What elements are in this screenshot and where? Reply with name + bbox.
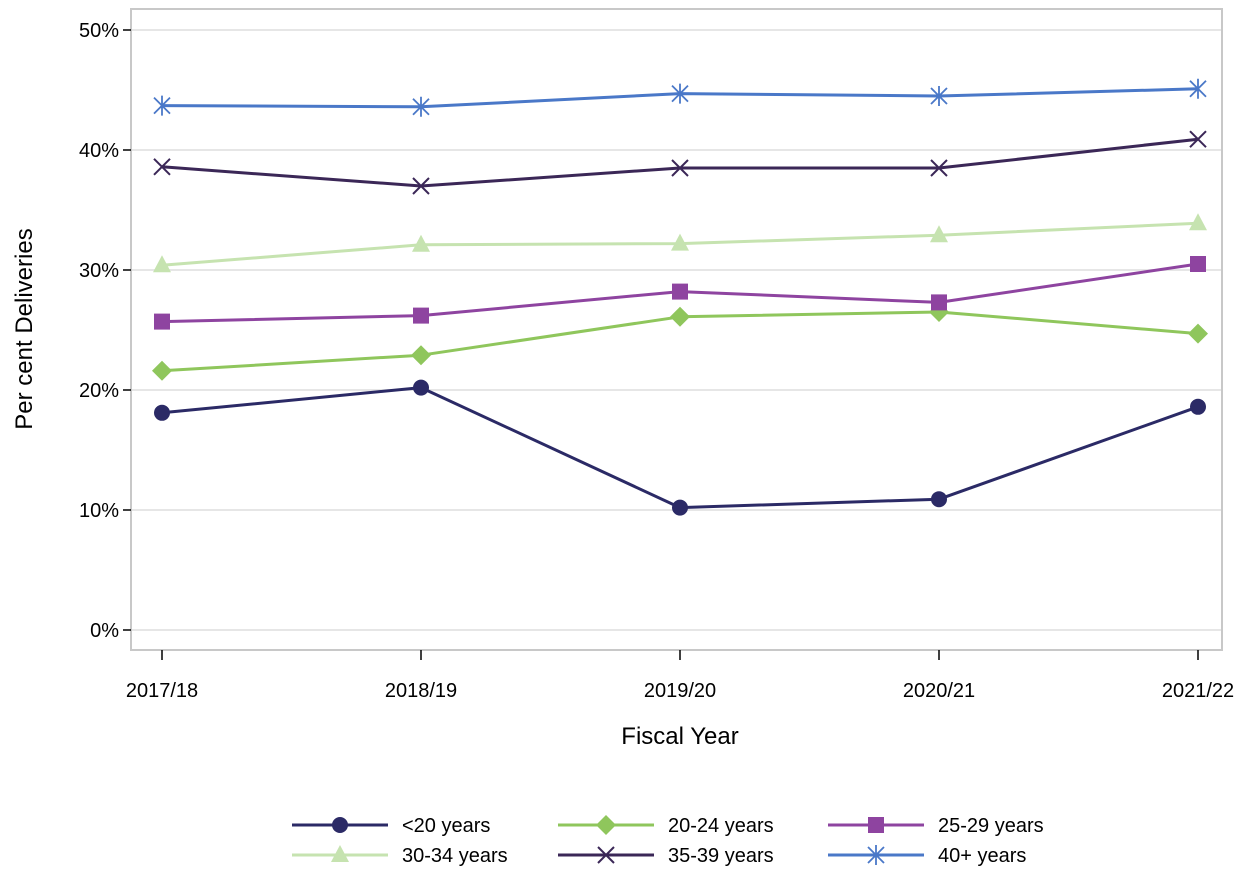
data-point	[931, 294, 947, 311]
legend-marker	[597, 846, 615, 864]
legend-label: 30-34 years	[402, 845, 508, 867]
x-axis-title: Fiscal Year	[621, 723, 738, 750]
y-tick-label: 10%	[79, 500, 119, 522]
data-point	[152, 360, 172, 381]
series	[154, 256, 1206, 330]
data-point	[412, 234, 430, 252]
data-point	[670, 306, 690, 327]
legend-marker	[868, 817, 884, 833]
legend-item: 30-34 years	[292, 845, 508, 867]
legend-item: <20 years	[292, 815, 490, 837]
series	[152, 302, 1208, 381]
legend-marker	[596, 815, 616, 835]
data-point	[931, 491, 947, 508]
legend-marker	[332, 817, 348, 833]
y-tick-label: 50%	[79, 20, 119, 42]
data-point	[930, 159, 948, 177]
data-point	[153, 255, 171, 273]
data-point	[1189, 213, 1207, 231]
data-point	[1188, 323, 1208, 344]
legend-item: 40+ years	[828, 845, 1026, 867]
grid	[131, 29, 1222, 631]
data-point	[413, 379, 429, 396]
x-tick-label: 2017/18	[126, 680, 198, 702]
plot-area-frame	[130, 8, 1223, 651]
data-point	[412, 96, 430, 117]
legend: <20 years 20-24 years 25-29 years 30-34 yea…	[292, 815, 1044, 867]
legend-marker	[331, 845, 349, 862]
legend-label: 25-29 years	[938, 815, 1044, 837]
x-axis: 2017/18 2018/19 2019/20 2020/21 2021/22	[126, 650, 1234, 702]
x-tick-label: 2019/20	[644, 680, 716, 702]
data-point	[412, 177, 430, 195]
series	[153, 78, 1207, 117]
data-point	[930, 86, 948, 106]
x-tick-label: 2018/19	[385, 680, 457, 702]
data-point	[672, 499, 688, 516]
series-group	[152, 78, 1208, 516]
data-point	[1190, 256, 1206, 272]
y-axis: 0% 10% 20% 30% 40% 50%	[79, 20, 131, 642]
legend-marker	[867, 845, 885, 865]
x-tick-label: 2021/22	[1162, 680, 1234, 702]
data-point	[672, 283, 688, 300]
data-point	[153, 158, 171, 176]
series	[154, 379, 1206, 516]
data-point	[154, 313, 170, 330]
series-line	[161, 386, 1199, 510]
data-point	[1189, 78, 1207, 99]
legend-label: 20-24 years	[668, 815, 774, 837]
y-tick-label: 20%	[79, 380, 119, 402]
series	[153, 213, 1207, 273]
legend-item: 20-24 years	[558, 815, 774, 837]
data-point	[671, 233, 689, 251]
data-point	[153, 95, 171, 116]
data-point	[930, 225, 948, 243]
legend-label: 35-39 years	[668, 845, 774, 867]
data-point	[1190, 398, 1206, 415]
data-point	[1189, 130, 1207, 148]
data-point	[671, 83, 689, 104]
y-tick-label: 0%	[90, 620, 119, 642]
series	[153, 130, 1207, 195]
series-line	[161, 137, 1199, 188]
y-tick-label: 40%	[79, 140, 119, 162]
legend-item: 25-29 years	[828, 815, 1044, 837]
legend-label: 40+ years	[938, 845, 1026, 867]
x-tick-label: 2020/21	[903, 680, 975, 702]
data-point	[411, 345, 431, 366]
data-point	[154, 404, 170, 421]
y-tick-label: 30%	[79, 260, 119, 282]
y-axis-title: Per cent Deliveries	[11, 228, 38, 429]
data-point	[671, 159, 689, 177]
data-point	[413, 307, 429, 324]
legend-label: <20 years	[402, 815, 490, 837]
legend-item: 35-39 years	[558, 845, 774, 867]
